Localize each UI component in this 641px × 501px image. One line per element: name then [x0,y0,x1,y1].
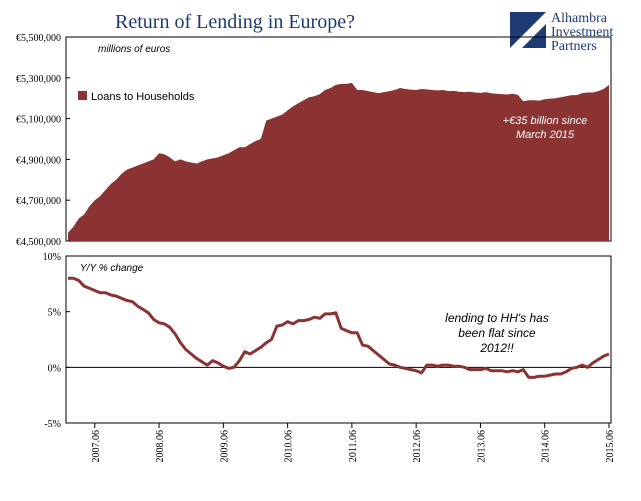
bottom-plot-frame [65,255,612,424]
legend-swatch [78,91,87,100]
x-tick-label: 2015.06 [605,430,616,463]
top-y-tick-label: €5,300,000 [16,74,61,85]
legend-label: Loans to Households [91,91,195,103]
logo-line-1: Alhambra [551,11,608,26]
top-annotation-line-1: +€35 billion since [503,115,588,127]
logo-mark-stripe [510,12,546,48]
x-tick-label: 2011.06 [348,430,359,462]
x-tick-label: 2014.06 [541,430,552,463]
top-y-tick-label: €4,900,000 [16,155,61,166]
bottom-y-tick-label: 0% [48,363,61,374]
top-y-tick-label: €4,700,000 [16,196,61,207]
bottom-y-tick-label: -5% [44,419,61,430]
yoy-line-series [68,276,610,379]
x-tick-label: 2008.06 [155,430,166,463]
bottom-y-tick-label: 10% [43,252,61,263]
x-axis: 2007.06 2008.06 2009.06 2010.06 2011.06 2012.… [91,423,616,463]
top-y-axis: €4,500,000 €4,700,000 €4,900,000 €5,100,000… [16,33,70,248]
x-tick-label: 2013.06 [476,430,487,463]
x-tick-label: 2012.06 [412,430,423,463]
loans-area-series [68,82,609,242]
x-tick-label: 2007.06 [91,430,102,463]
x-tick-label: 2009.06 [219,430,230,463]
logo-line-3: Partners [551,39,597,54]
top-y-tick-label: €5,100,000 [16,115,61,126]
loans-area-panel: €4,500,000 €4,700,000 €4,900,000 €5,100,000… [16,33,612,248]
alhambra-logo: Alhambra Investment Partners [510,11,613,54]
chart-title: Return of Lending in Europe? [115,11,355,33]
bottom-unit-label: Y/Y % change [80,263,144,274]
top-y-tick-label: €5,500,000 [16,33,61,44]
yoy-line-panel: -5%0%5%10% 2007.06 2008.06 2009.06 2010.06 2… [43,252,616,463]
logo-line-2: Investment [551,25,613,40]
bottom-annotation-line-3: 2012!! [479,341,514,355]
top-unit-label: millions of euros [98,44,170,55]
top-annotation-line-2: March 2015 [516,129,575,141]
top-y-tick-label: €4,500,000 [16,237,61,248]
bottom-y-axis: -5% 0% 5% 10% [43,252,70,430]
bottom-annotation-line-1: lending to HH's has [445,311,549,325]
bottom-y-tick-label: 5% [48,308,61,319]
bottom-annotation-line-2: been flat since [458,326,536,340]
x-tick-label: 2010.06 [284,430,295,463]
